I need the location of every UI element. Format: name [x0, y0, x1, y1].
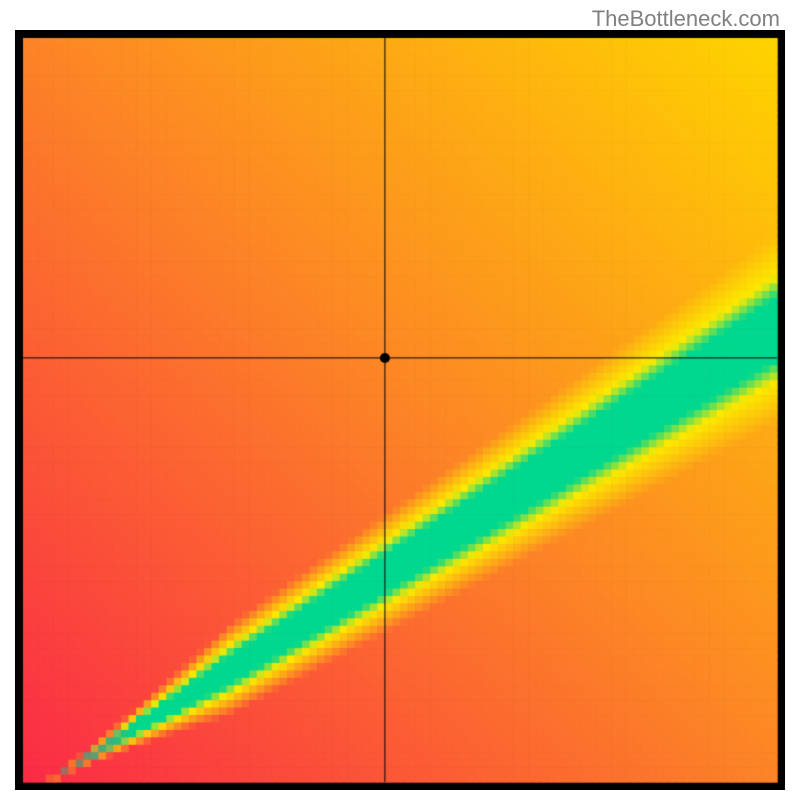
chart-container: TheBottleneck.com [0, 0, 800, 800]
watermark-text: TheBottleneck.com [592, 6, 780, 32]
heatmap-canvas [15, 30, 785, 790]
heatmap-plot [15, 30, 785, 790]
